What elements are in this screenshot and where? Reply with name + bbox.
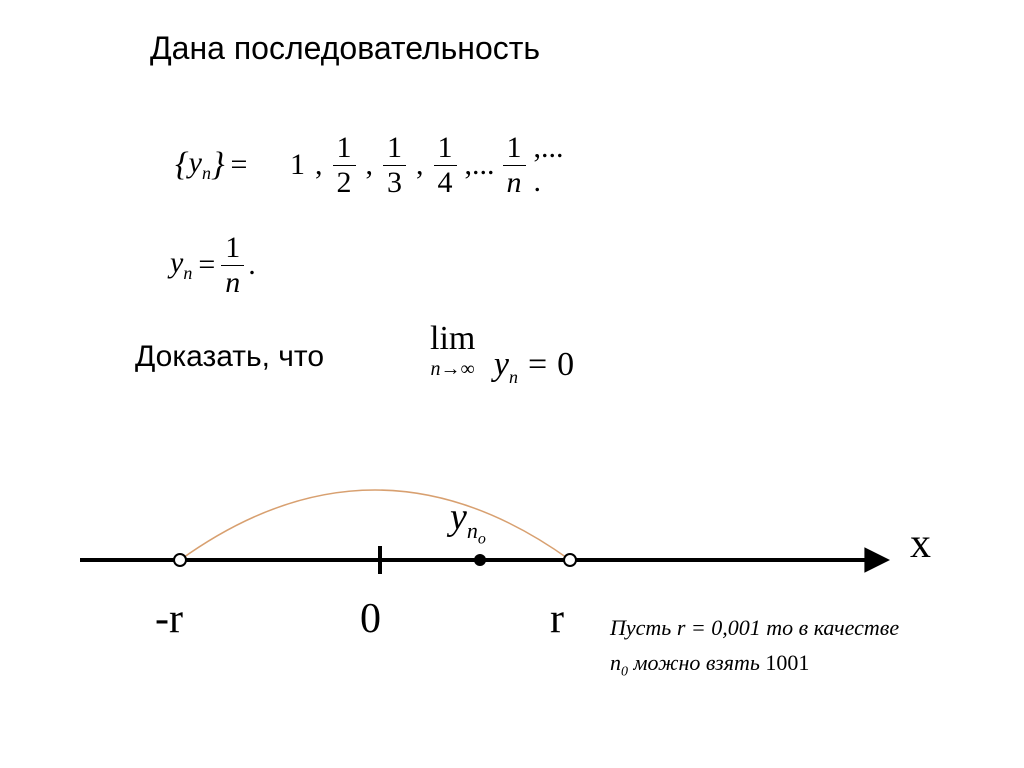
footnote-line2: n0 можно взять 1001 [610, 645, 950, 684]
brace-open: { [175, 146, 189, 184]
brace-close: } [211, 146, 225, 184]
frac-1-n: 1n [503, 131, 526, 200]
label-r: r [550, 595, 564, 643]
sequence-terms: 1 , 12 , 13 , 14 ,... 1n ,... . [290, 130, 564, 200]
equals: = [192, 248, 221, 282]
limit-expression: lim n→∞ yn = 0 [430, 320, 574, 406]
yn-definition: yn = 1n . [170, 230, 256, 300]
comma: , [414, 148, 426, 182]
frac-1-2: 12 [333, 131, 356, 200]
label-y-n0: yno [450, 495, 486, 548]
term-1: 1 [290, 148, 305, 182]
label-minus-r: -r [155, 595, 183, 643]
period: . [244, 248, 256, 282]
sequence-lhs: { yn } = [175, 130, 253, 200]
lim-operator: lim n→∞ [430, 320, 475, 381]
seq-var: yn [189, 146, 211, 184]
footnote: Пусть r = 0,001 то в качестве n0 можно в… [610, 610, 950, 684]
footnote-line1: Пусть r = 0,001 то в качестве [610, 610, 950, 645]
title: Дана последовательность [150, 30, 540, 67]
equals: = [225, 148, 254, 182]
dots-end: ,... . [534, 131, 564, 199]
frac-1-4: 14 [434, 131, 457, 200]
prove-label: Доказать, что [135, 340, 324, 374]
frac-1-n: 1n [221, 231, 244, 300]
defn-var: yn [170, 246, 192, 284]
frac-1-3: 13 [383, 131, 406, 200]
label-zero: 0 [360, 595, 381, 643]
comma: , [313, 148, 325, 182]
axis-x-label: x [910, 520, 931, 568]
number-line-diagram: x -r 0 r yno Пусть r = 0,001 то в качест… [80, 430, 950, 710]
comma: , [364, 148, 376, 182]
dots: ,... [465, 148, 495, 182]
lim-rhs: yn = 0 [484, 342, 574, 406]
